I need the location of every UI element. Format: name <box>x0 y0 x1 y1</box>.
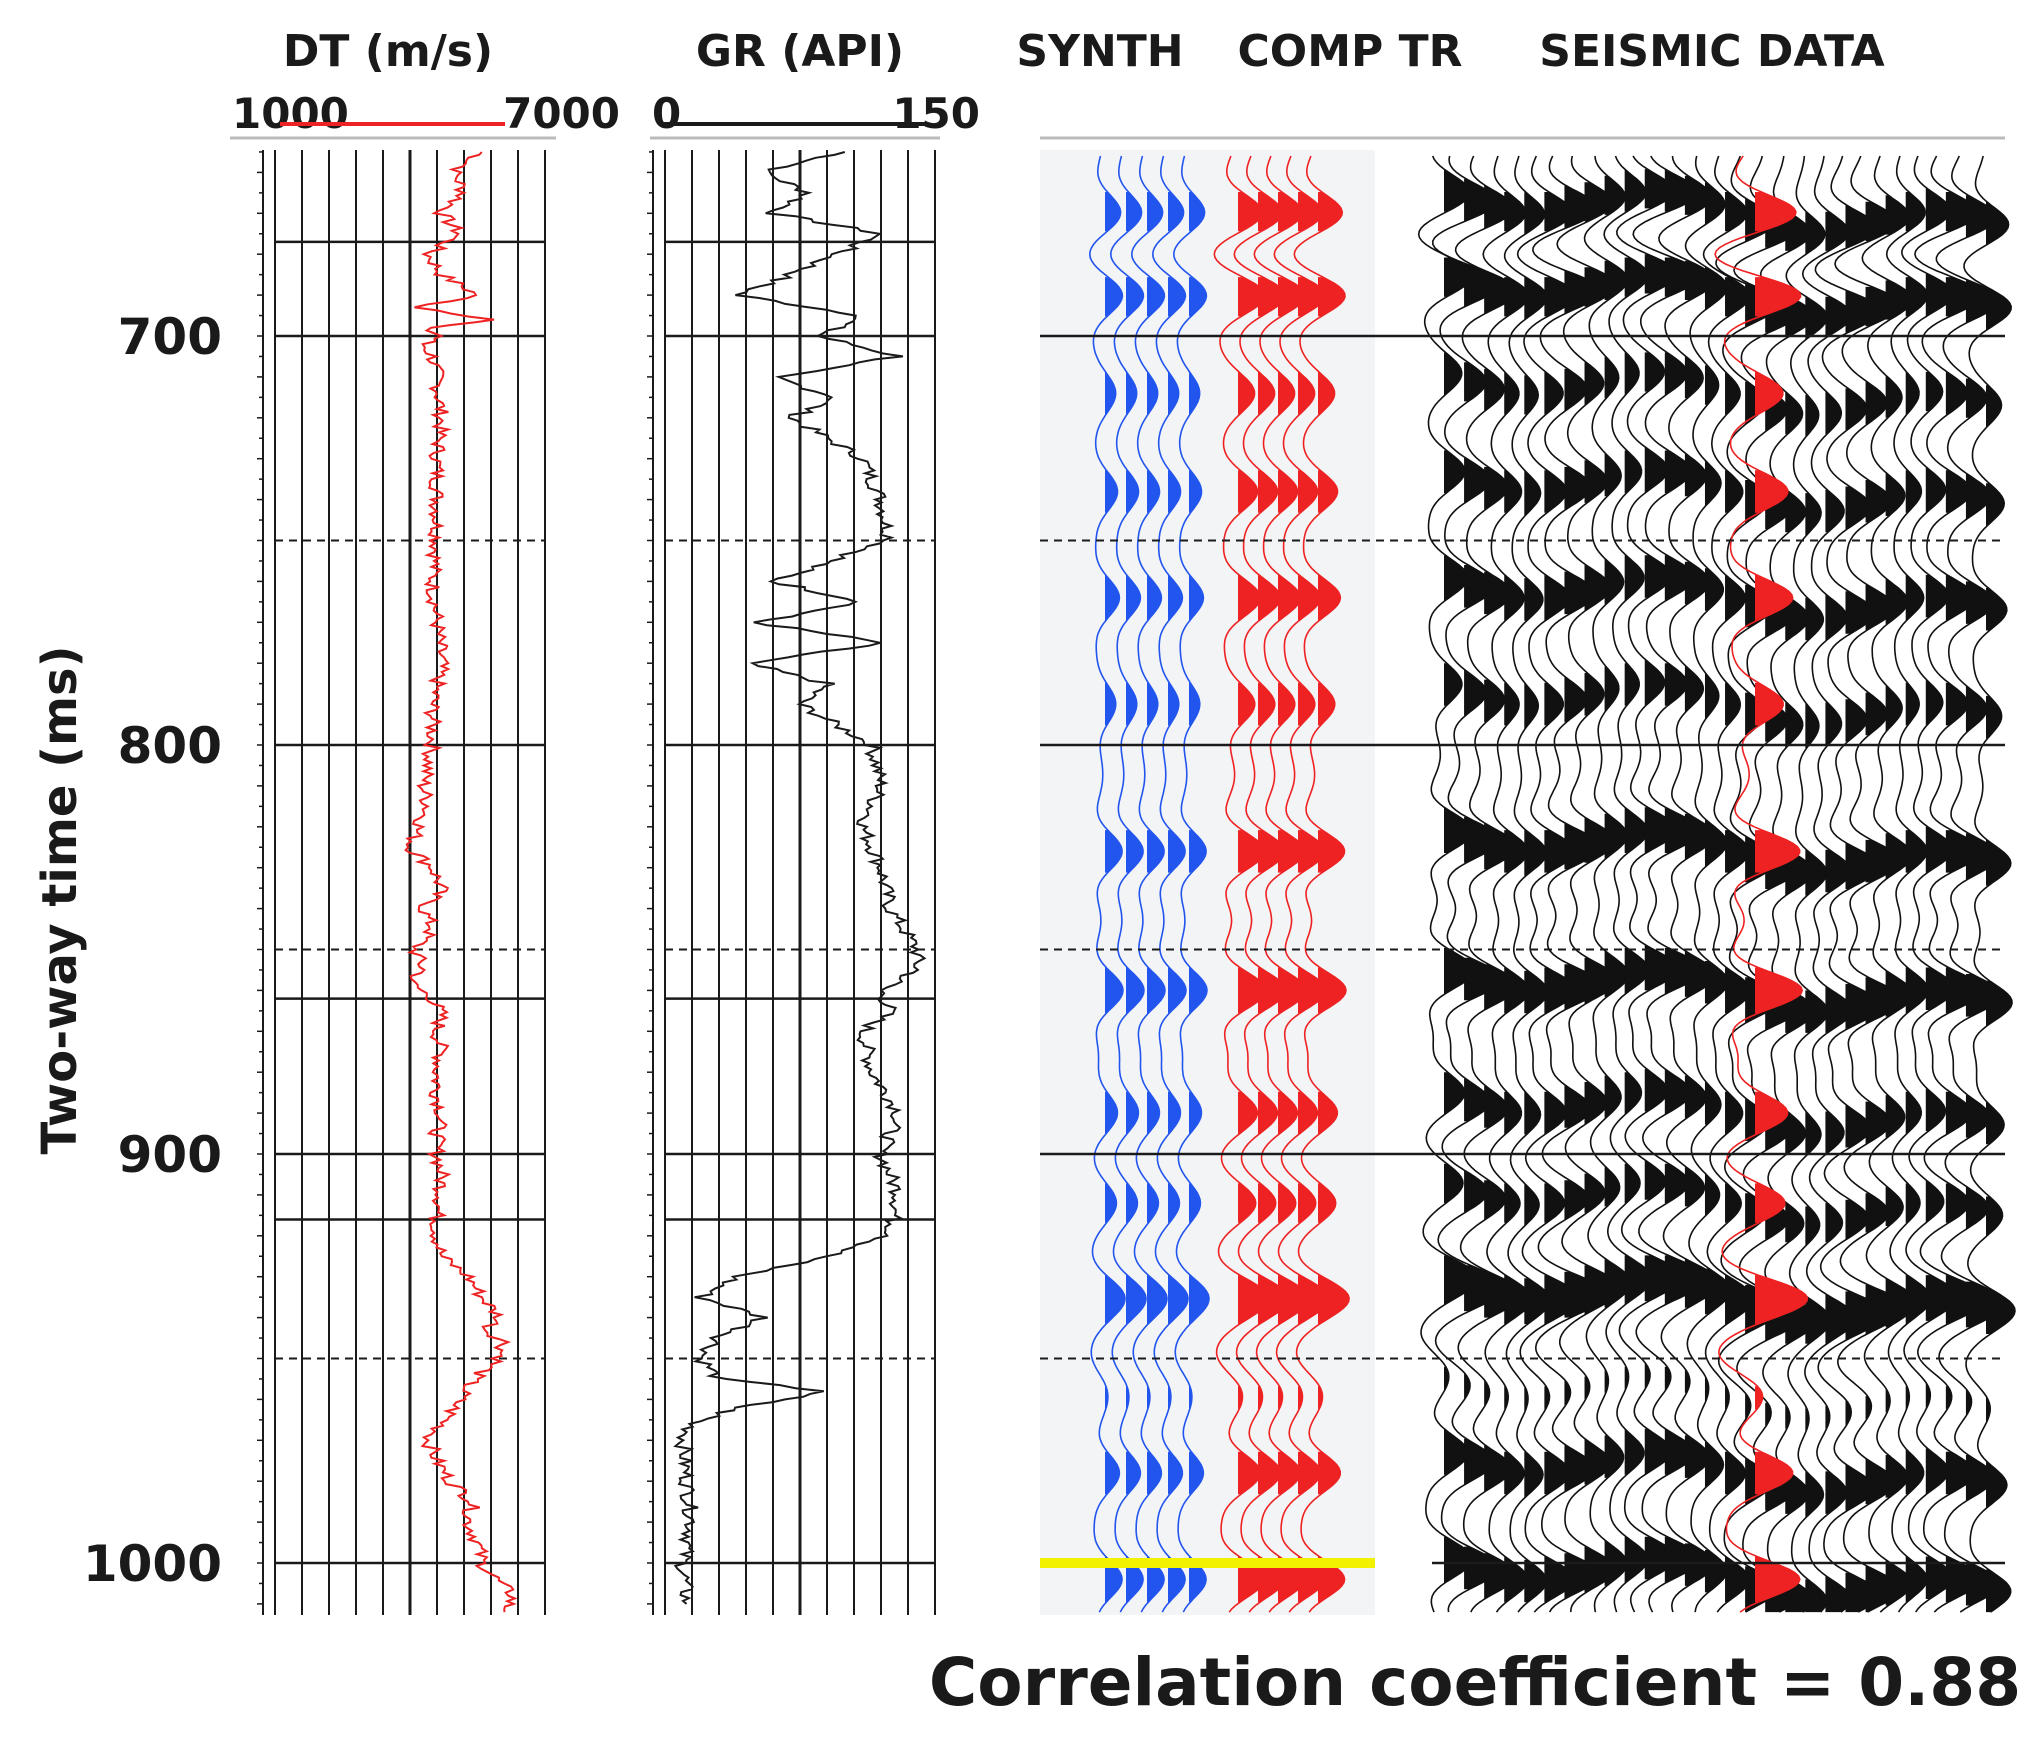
seismic-trace-fill <box>1845 205 1886 1613</box>
synth-trace <box>1151 155 1189 1613</box>
track-overlay-lines <box>1040 334 2005 1568</box>
dt-min-label: 1000 <box>232 89 349 138</box>
seismic-trace-fill <box>1885 195 1917 1606</box>
seismic-trace-fill <box>1504 192 1532 1603</box>
seismic-trace-fill <box>1865 201 1906 1613</box>
seismic-trace <box>1963 155 2016 1613</box>
comp-trace <box>1273 155 1330 1613</box>
synth-trace-fill <box>1168 192 1188 1603</box>
seismic-trace <box>1603 155 1653 1613</box>
seismic-track-title: SEISMIC DATA <box>1539 26 1884 77</box>
seismic-trace <box>1632 155 1708 1613</box>
synth-trace <box>1130 155 1168 1613</box>
gr-log-curve <box>673 151 927 1605</box>
correlation-caption: Correlation coefficient = 0.88 <box>929 1644 2021 1721</box>
seismic-trace <box>1901 155 1959 1613</box>
seismic-trace <box>1785 155 1832 1613</box>
seismic-trace-fill <box>1684 175 1719 1586</box>
seismic-trace <box>1503 155 1552 1613</box>
seismic-trace <box>1615 155 1683 1613</box>
seismic-trace-fill <box>1544 192 1580 1603</box>
tie-highlight-bar <box>1040 1558 1375 1568</box>
seismic-trace-fill <box>1624 169 1652 1583</box>
seismic-trace-fill <box>1604 175 1631 1586</box>
seismic-trace <box>1516 155 1581 1613</box>
seismic-trace-fill <box>1524 192 1551 1603</box>
seismic-trace-fill <box>1484 185 1522 1599</box>
seismic-trace-fill <box>1644 169 1682 1580</box>
seismic-trace <box>1417 155 1479 1613</box>
seismic-trace <box>1801 155 1857 1613</box>
comp-trace-fill <box>1258 192 1290 1603</box>
seismic-trace <box>1759 155 1819 1613</box>
seismic-trace <box>1814 155 1887 1613</box>
seismic-trace-fill <box>1905 192 1931 1603</box>
y-tick-label: 700 <box>118 308 222 366</box>
seismic-trace-fill <box>1664 169 1707 1583</box>
seismic-trace <box>1532 155 1607 1613</box>
seismic-trace <box>1556 155 1622 1613</box>
dt-max-label: 7000 <box>503 89 620 138</box>
synth-trace <box>1088 155 1126 1613</box>
seismic-trace-fill <box>1564 185 1607 1599</box>
seismic-trace <box>1861 155 1917 1613</box>
comp-trace <box>1213 155 1270 1613</box>
seismic-trace-fill <box>1925 188 1958 1599</box>
seismic-trace-fill <box>1805 211 1831 1613</box>
synth-trace <box>1109 155 1147 1613</box>
seismic-trace <box>1583 155 1632 1613</box>
seismic-trace-fill <box>1704 182 1731 1593</box>
comp-trace-fill <box>1298 192 1330 1603</box>
seismic-trace <box>1914 155 1988 1613</box>
y-axis-label: Two-way time (ms) <box>32 645 88 1154</box>
seismic-trace-fill <box>1986 201 2015 1613</box>
comp-track <box>1213 150 1375 1615</box>
synth-background <box>1040 150 1230 1615</box>
seismic-trace-fill <box>1444 169 1478 1583</box>
seismic-trace <box>1454 155 1523 1613</box>
synth-track <box>1040 150 1230 1615</box>
seismic-trace <box>1431 155 1507 1613</box>
gr-max-label: 150 <box>892 89 980 138</box>
comp-trace <box>1253 155 1310 1613</box>
seismic-trace-fill <box>1965 195 2005 1606</box>
synth-trace-fill <box>1126 192 1146 1603</box>
gr-track <box>647 150 936 1615</box>
seismic-trace-fill <box>1745 198 1784 1613</box>
dt-track-title: DT (m/s) <box>283 26 493 77</box>
y-tick-label: 1000 <box>83 1535 222 1593</box>
comp-trace <box>1293 155 1350 1613</box>
synth-track-title: SYNTH <box>1016 26 1183 77</box>
dt-log-curve <box>404 151 518 1613</box>
seismic-trace-fill <box>1584 182 1621 1593</box>
seismic-overlay-trace <box>1714 155 1809 1613</box>
gr-min-label: 0 <box>652 89 681 138</box>
seismic-trace-fill <box>1945 192 1987 1603</box>
y-axis-ticks: 700 800 900 1000 <box>83 308 222 1593</box>
synth-trace-fill <box>1105 192 1125 1603</box>
seismic-trace <box>1702 155 1755 1613</box>
y-tick-label: 800 <box>118 717 222 775</box>
comp-trace-fill <box>1278 192 1310 1603</box>
seismic-trace-fill <box>1464 178 1506 1590</box>
comp-trace <box>1233 155 1290 1613</box>
synth-trace-fill <box>1147 192 1167 1603</box>
seismic-trace <box>1684 155 1732 1613</box>
comp-trace-fill <box>1238 192 1270 1603</box>
seismic-trace <box>1482 155 1533 1613</box>
y-tick-label: 900 <box>118 1126 222 1184</box>
seismic-overlay-trace-fill <box>1755 192 1808 1603</box>
seismic-track <box>1417 155 2016 1613</box>
comp-trace-fill <box>1318 192 1350 1603</box>
seismic-trace-fill <box>1725 192 1754 1603</box>
comp-track-title: COMP TR <box>1238 26 1463 77</box>
gr-track-title: GR (API) <box>696 26 904 77</box>
seismic-trace <box>1885 155 1932 1613</box>
synth-trace-fill <box>1189 192 1209 1603</box>
synth-trace <box>1172 155 1210 1613</box>
dt-track <box>257 150 546 1615</box>
seismic-trace <box>1658 155 1720 1613</box>
